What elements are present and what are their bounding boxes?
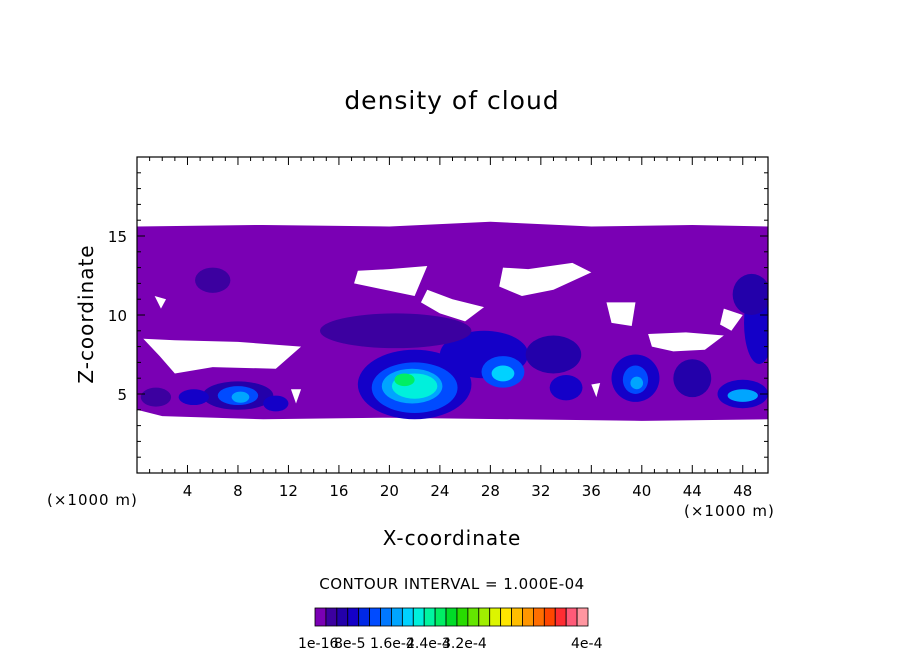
density-cell — [630, 376, 644, 390]
density-cell — [491, 365, 515, 382]
colorbar-swatch — [358, 607, 370, 627]
clear-air-region — [143, 338, 302, 374]
x-tick-label: 20 — [380, 482, 399, 500]
colorbar-label: 1e-16 — [298, 636, 338, 652]
colorbar-swatch — [445, 607, 458, 627]
x-tick-label: 8 — [233, 482, 243, 500]
colorbar-swatch — [478, 607, 491, 627]
density-cell — [394, 373, 415, 387]
colorbar-swatch — [391, 607, 403, 627]
colorbar-label: 4e-4 — [571, 636, 603, 652]
x-tick-label: 48 — [733, 482, 752, 500]
colorbar-swatch — [456, 607, 469, 627]
density-cell — [231, 391, 250, 403]
colorbar-swatch — [489, 607, 502, 627]
density-cell — [525, 335, 582, 374]
clear-air-region — [420, 289, 485, 322]
colorbar-swatch — [314, 607, 327, 627]
colorbar-swatch — [325, 607, 338, 627]
density-cell — [140, 387, 172, 407]
x-tick-label: 16 — [329, 482, 348, 500]
density-cell — [549, 375, 583, 401]
clear-air-region — [499, 262, 592, 297]
y-tick-label: 5 — [117, 386, 127, 404]
colorbar-swatch — [347, 607, 360, 627]
colorbar-swatch — [401, 607, 414, 627]
x-tick-label: 36 — [582, 482, 601, 500]
colorbar-swatch — [533, 607, 545, 627]
colorbar-swatch — [500, 607, 512, 627]
x-tick-label: 32 — [531, 482, 550, 500]
colorbar-label: 2.4e-4 — [406, 636, 451, 652]
density-cell — [178, 389, 209, 406]
colorbar-swatch — [522, 607, 534, 627]
x-tick-label: 28 — [481, 482, 500, 500]
x-tick-label: 12 — [279, 482, 298, 500]
x-tick-label: 4 — [183, 482, 193, 500]
colorbar-swatch — [412, 607, 425, 627]
colorbar-swatch — [511, 607, 523, 627]
colorbar-swatch — [467, 607, 480, 627]
x-tick-label: 24 — [430, 482, 449, 500]
clear-air-region — [591, 382, 601, 398]
x-unit-label-left: (×1000 m) — [47, 491, 138, 509]
x-axis-label: X-coordinate — [382, 526, 522, 550]
colorbar-swatch — [543, 607, 556, 627]
colorbar-label: 3.2e-4 — [442, 636, 487, 652]
clear-air-region — [354, 266, 428, 297]
y-axis-label: Z-coordinate — [74, 244, 98, 384]
clear-air-region — [606, 302, 636, 327]
y-tick-label: 15 — [108, 228, 127, 246]
clear-air-region — [290, 389, 302, 404]
x-unit-label-right: (×1000 m) — [684, 502, 775, 520]
clear-air-region — [720, 308, 743, 331]
density-cell — [727, 389, 758, 402]
density-cell — [319, 313, 472, 349]
clear-air-region — [648, 332, 724, 352]
colorbar-label: 8e-5 — [334, 636, 365, 652]
cloud-field — [137, 221, 768, 421]
x-tick-label: 40 — [632, 482, 651, 500]
colorbar-swatch — [336, 607, 349, 627]
contour-interval-text: CONTOUR INTERVAL = 1.000E-04 — [319, 575, 585, 593]
colorbar-swatch — [369, 607, 381, 627]
density-cell — [195, 267, 231, 293]
colorbar-swatch — [380, 607, 392, 627]
density-cell — [263, 395, 289, 412]
colorbar-swatch — [576, 607, 589, 627]
chart-title: density of cloud — [344, 86, 560, 115]
y-tick-label: 10 — [108, 307, 127, 325]
clear-air-region — [154, 296, 167, 309]
colorbar-swatch — [434, 607, 447, 627]
density-cell — [732, 273, 768, 315]
colorbar-swatch — [554, 607, 567, 627]
colorbar-swatch — [423, 607, 436, 627]
axis-ticks — [136, 156, 769, 474]
colorbar-label: 1.6e-4 — [370, 636, 415, 652]
density-cell — [673, 359, 712, 398]
colorbar-swatch — [565, 607, 578, 627]
x-tick-label: 44 — [683, 482, 702, 500]
